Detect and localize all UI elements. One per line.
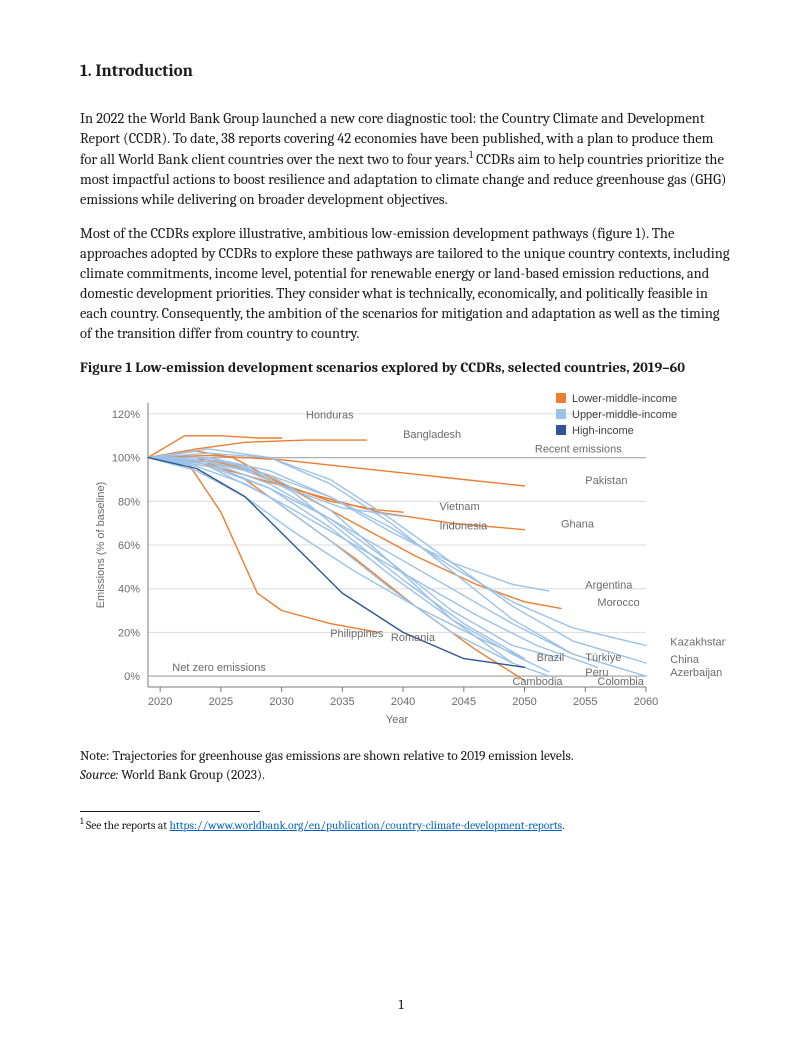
svg-text:Romania: Romania <box>391 633 436 645</box>
svg-text:Colombia: Colombia <box>597 676 644 688</box>
figure-1-chart: 0% 20% 40% 60% 80% 100% 120% 2020 2025 2030 2035 20… <box>86 387 726 742</box>
paragraph-2: Most of the CCDRs explore illustrative, … <box>80 224 732 344</box>
footnote-text-pre: See the reports at <box>83 819 169 832</box>
svg-text:2030: 2030 <box>269 696 293 708</box>
svg-text:Cambodia: Cambodia <box>512 676 563 688</box>
svg-text:High-income: High-income <box>572 425 634 437</box>
svg-text:Kazakhstan: Kazakhstan <box>670 637 726 649</box>
svg-text:Lower-middle-income: Lower-middle-income <box>572 393 677 405</box>
footnote-link[interactable]: https://www.worldbank.org/en/publication… <box>170 819 563 832</box>
svg-text:Azerbaijan: Azerbaijan <box>670 667 722 679</box>
paragraph-1: In 2022 the World Bank Group launched a … <box>80 109 732 210</box>
svg-text:Türkiye: Türkiye <box>585 652 621 664</box>
section-heading: 1. Introduction <box>80 62 732 81</box>
footnote-1: 1 See the reports at https://www.worldba… <box>80 816 732 833</box>
svg-text:Philippines: Philippines <box>330 628 384 640</box>
svg-text:2045: 2045 <box>452 696 476 708</box>
svg-text:Net zero emissions: Net zero emissions <box>172 662 266 674</box>
svg-text:Emissions (% of baseline): Emissions (% of baseline) <box>95 482 107 609</box>
svg-text:2060: 2060 <box>634 696 658 708</box>
footnote-separator <box>80 811 260 812</box>
svg-text:40%: 40% <box>118 584 140 596</box>
svg-text:Bangladesh: Bangladesh <box>403 429 461 441</box>
svg-text:Indonesia: Indonesia <box>440 521 489 533</box>
line-chart-svg: 0% 20% 40% 60% 80% 100% 120% 2020 2025 2030 2035 20… <box>86 387 726 742</box>
svg-text:2025: 2025 <box>209 696 233 708</box>
svg-text:2050: 2050 <box>512 696 536 708</box>
svg-text:Argentina: Argentina <box>585 580 633 592</box>
svg-text:2035: 2035 <box>330 696 354 708</box>
svg-text:2040: 2040 <box>391 696 415 708</box>
svg-text:Recent emissions: Recent emissions <box>535 444 622 456</box>
figure-1-note: Note: Trajectories for greenhouse gas em… <box>80 748 732 784</box>
footnote-text-post: . <box>562 819 564 832</box>
page-number: 1 <box>0 996 802 1013</box>
svg-text:China: China <box>670 654 700 666</box>
svg-text:Pakistan: Pakistan <box>585 475 627 487</box>
figure-1-title: Figure 1 Low-emission development scenar… <box>80 358 732 378</box>
source-label: Source: <box>80 768 118 783</box>
svg-text:100%: 100% <box>112 453 140 465</box>
svg-text:0%: 0% <box>124 671 140 683</box>
svg-text:Honduras: Honduras <box>306 410 354 422</box>
svg-text:2055: 2055 <box>573 696 597 708</box>
svg-text:Upper-middle-income: Upper-middle-income <box>572 409 677 421</box>
svg-text:Morocco: Morocco <box>597 598 639 610</box>
svg-text:Brazil: Brazil <box>537 652 565 664</box>
source-text: World Bank Group (2023). <box>118 768 265 783</box>
svg-text:Vietnam: Vietnam <box>440 501 480 513</box>
document-page: 1. Introduction In 2022 the World Bank G… <box>0 0 802 1037</box>
svg-text:60%: 60% <box>118 540 140 552</box>
svg-text:Year: Year <box>386 714 409 726</box>
svg-text:120%: 120% <box>112 409 140 421</box>
note-text: Note: Trajectories for greenhouse gas em… <box>80 749 574 764</box>
svg-text:20%: 20% <box>118 628 140 640</box>
svg-text:80%: 80% <box>118 497 140 509</box>
svg-text:Ghana: Ghana <box>561 519 595 531</box>
svg-text:2020: 2020 <box>148 696 172 708</box>
